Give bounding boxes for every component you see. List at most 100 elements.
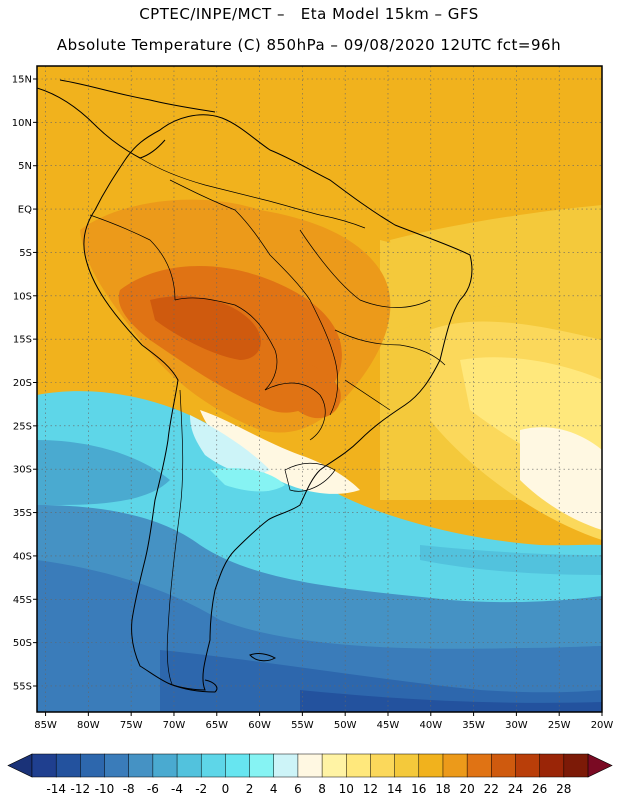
- lon-tick-label: 50W: [334, 720, 357, 731]
- lat-tick-label: 40S: [13, 551, 32, 562]
- colorbar-label: 24: [508, 782, 523, 796]
- colorbar-swatch: [297, 753, 323, 778]
- colorbar-label: 18: [435, 782, 450, 796]
- colorbar-label: -10: [95, 782, 115, 796]
- border-bolivia: [174, 297, 278, 391]
- colorbar-swatch: [152, 753, 178, 778]
- lat-tick-label: 10S: [13, 291, 32, 302]
- lon-tick-label: 30W: [505, 720, 528, 731]
- colorbar-swatch: [249, 753, 275, 778]
- colorbar-label: -12: [71, 782, 91, 796]
- colorbar-swatch: [418, 753, 444, 778]
- colorbar-swatch: [176, 753, 202, 778]
- field-front-light: [190, 415, 270, 475]
- colorbar-label: 0: [222, 782, 230, 796]
- central-america-coast: [37, 87, 166, 159]
- tierra-del-fuego: [169, 679, 218, 693]
- lon-tick-label: 20W: [591, 720, 614, 731]
- longitude-axis: 85W 80W 75W 70W 65W 60W 55W 50W 45W 40W 35W 30W 25W 2…: [34, 712, 613, 731]
- colorbar-label: 26: [532, 782, 547, 796]
- colorbar-under-arrow: [7, 753, 33, 778]
- colorbar-label: -4: [171, 782, 183, 796]
- border-paraguay: [264, 382, 326, 441]
- lon-tick-label: 70W: [163, 720, 186, 731]
- latitude-axis: 15N 10N 5N EQ 5S 10S 15S 20S 25S 30S 35S 40S 45S 50S 5…: [12, 75, 37, 692]
- colorbar-swatch: [515, 753, 541, 778]
- colorbar-swatch: [128, 753, 154, 778]
- border-brazil-west: [169, 179, 339, 416]
- lat-tick-label: 50S: [13, 638, 32, 649]
- lat-tick-label: 10N: [12, 118, 32, 129]
- field-coldest-edge: [300, 690, 602, 712]
- colorbar-swatch: [273, 753, 299, 778]
- lon-tick-label: 85W: [34, 720, 57, 731]
- colorbar-swatch: [225, 753, 251, 778]
- field-pacific-cold: [37, 440, 170, 505]
- lat-tick-label: 15S: [13, 335, 32, 346]
- colorbar-swatch: [321, 753, 347, 778]
- colorbar-label: 2: [246, 782, 254, 796]
- lat-tick-label: 15N: [12, 75, 32, 86]
- temperature-field: [37, 66, 602, 712]
- lat-tick-label: EQ: [18, 205, 32, 216]
- south-america-coast: [83, 114, 473, 691]
- colorbar-swatch: [491, 753, 517, 778]
- field-hot-core: [150, 296, 261, 360]
- lat-tick-label: 35S: [13, 508, 32, 519]
- field-cold-tongue: [210, 468, 285, 492]
- colorbar-swatch: [370, 753, 396, 778]
- colorbar-swatch: [200, 753, 226, 778]
- colorbar-label: 14: [387, 782, 402, 796]
- colorbar-label: 16: [411, 782, 426, 796]
- lon-tick-label: 35W: [462, 720, 485, 731]
- colorbar-swatch: [394, 753, 420, 778]
- field-tropical-band: [390, 205, 602, 330]
- title-line-2: Absolute Temperature (C) 850hPa – 09/08/…: [56, 36, 562, 54]
- field-hot-core-east: [270, 359, 341, 419]
- lat-tick-label: 55S: [13, 681, 32, 692]
- colorbar-label: 28: [556, 782, 571, 796]
- colorbar-swatch: [80, 753, 106, 778]
- colorbar-label: 8: [318, 782, 326, 796]
- colorbar-label: 4: [270, 782, 278, 796]
- field-north-atlantic: [380, 66, 602, 250]
- colorbar-label: -6: [147, 782, 159, 796]
- colorbar-label: 22: [484, 782, 499, 796]
- field-front-cream: [200, 410, 360, 494]
- field-coldest: [160, 650, 602, 712]
- lat-tick-label: 30S: [13, 465, 32, 476]
- colorbar-label: 10: [339, 782, 354, 796]
- colorbar-label: 6: [294, 782, 302, 796]
- lon-tick-label: 45W: [377, 720, 400, 731]
- lon-tick-label: 55W: [291, 720, 314, 731]
- lon-tick-label: 40W: [419, 720, 442, 731]
- coastlines: [37, 79, 473, 693]
- colorbar-swatch: [442, 753, 468, 778]
- title-line-1: CPTEC/INPE/MCT – Eta Model 15km – GFS: [139, 5, 479, 23]
- lat-tick-label: 25S: [13, 421, 32, 432]
- colorbar-swatch: [563, 753, 589, 778]
- colorbar-swatch: [466, 753, 492, 778]
- colorbar-swatch: [55, 753, 81, 778]
- map-frame: [36, 65, 603, 713]
- lon-tick-label: 80W: [77, 720, 100, 731]
- lon-tick-label: 65W: [205, 720, 228, 731]
- border-colombia-venezuela: [139, 157, 266, 201]
- lat-tick-label: 20S: [13, 378, 32, 389]
- border-peru-ecuador: [89, 214, 176, 301]
- colorbar-label: -14: [46, 782, 66, 796]
- colorbar-swatch: [31, 753, 57, 778]
- border-brazil-states-2: [334, 329, 446, 366]
- border-brazil-states-3: [344, 379, 391, 411]
- falklands: [249, 653, 277, 662]
- border-guianas: [264, 199, 366, 229]
- lat-tick-label: 5N: [18, 161, 32, 172]
- caribbean-coast: [59, 79, 216, 113]
- border-uruguay: [284, 462, 336, 492]
- colorbar-swatch: [104, 753, 130, 778]
- lon-tick-label: 75W: [120, 720, 143, 731]
- colorbar-label: 20: [459, 782, 474, 796]
- colorbar-over-arrow: [587, 753, 613, 778]
- colorbar-label: -2: [195, 782, 207, 796]
